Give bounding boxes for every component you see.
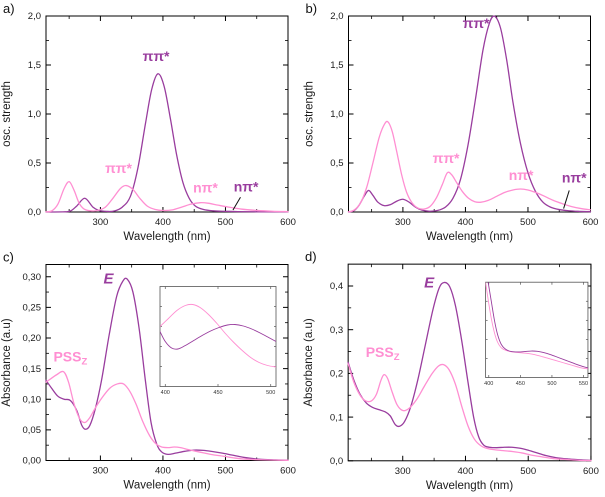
- y-tick-label: 0,05: [23, 425, 42, 436]
- x-tick-label: 500: [218, 217, 234, 228]
- x-axis-label: Wavelength (nm): [123, 231, 210, 243]
- panel-d-inset-series-PSSZ-curve: [485, 282, 588, 370]
- annotation-PSSZ-d: PSSZ: [366, 344, 400, 363]
- y-tick-label: 0,0: [28, 207, 41, 218]
- y-tick-label: 0,5: [330, 158, 343, 169]
- inset-x-tick-label: 400: [161, 390, 170, 396]
- inset-x-tick-label: 500: [266, 390, 275, 396]
- panel-a-series-Z-curve: [45, 180, 289, 213]
- panel-label-c: c): [3, 250, 14, 265]
- panel-c-inset: 400 450 500: [159, 286, 277, 396]
- y-tick-label: 0,5: [28, 158, 41, 169]
- x-tick-label: 500: [520, 466, 536, 477]
- panel-c-series-PSSZ-curve: [45, 370, 289, 461]
- panel-d-series-PSSZ-curve: [347, 363, 592, 462]
- panel-c-plot: c) 300 400 500 600 0,00 0,05 0,10 0,15 0,20 0,25 0,…: [1, 250, 296, 492]
- panel-b-series-E-curve: [347, 15, 592, 213]
- panel-d-plot: d) 300 400 500 600 0,0 0,1 0,2 0,3 0,4 Absorbance …: [303, 249, 599, 492]
- y-tick-label: 0,4: [330, 281, 344, 292]
- y-tick-label: 1,5: [28, 60, 41, 71]
- y-axis-label: Absorbance (a.u): [303, 318, 315, 407]
- panel-d: d) 300 400 500 600 0,0 0,1 0,2 0,3 0,4 Absorbance …: [302, 248, 605, 497]
- x-tick-label: 400: [155, 217, 171, 228]
- annotation-ππ*-b: ππ*: [463, 15, 490, 31]
- annotation-leader-line: [563, 190, 570, 209]
- y-tick-label: 0,2: [330, 369, 343, 380]
- x-tick-label: 400: [155, 466, 171, 477]
- y-tick-label: 0,0: [330, 207, 343, 218]
- x-tick-label: 500: [520, 217, 536, 228]
- panel-c-inset-series-PSSZ-curve: [160, 303, 276, 368]
- annotation-leader-line: [232, 197, 241, 211]
- axes-frame: [45, 264, 289, 461]
- panel-label-a: a): [3, 1, 15, 16]
- panel-b: b) 300 400 500 600 0,0 0,5 1,0 1,5 2,0 osc. streng…: [302, 0, 605, 248]
- x-tick-label: 300: [395, 217, 411, 228]
- y-axis-label: osc. strength: [1, 81, 13, 147]
- panel-b-plot: b) 300 400 500 600 0,0 0,5 1,0 1,5 2,0 osc. streng…: [304, 1, 599, 243]
- y-tick-label: 2,0: [28, 11, 41, 22]
- inset-x-tick-label: 500: [547, 381, 556, 387]
- annotation-PSSZ-c: PSSZ: [53, 348, 87, 367]
- x-tick-label: 400: [458, 217, 474, 228]
- panel-label-d: d): [305, 249, 317, 264]
- axes-frame: [348, 15, 591, 213]
- axes-ticks: 300 400 500 600 0,0 0,5 1,0 1,5 2,0: [28, 11, 296, 228]
- panel-a-plot: a) 300 400 500 600 0,0 0,5 1,0 1,5 2,0 osc. streng…: [1, 1, 296, 243]
- annotation-ππ*-b: ππ*: [433, 150, 460, 166]
- annotation-nπ*-b: nπ*: [562, 170, 587, 186]
- y-tick-label: 0,10: [23, 394, 42, 405]
- axes-ticks: 300 400 500 600 0,0 0,1 0,2 0,3 0,4: [330, 264, 599, 477]
- panel-label-b: b): [306, 1, 318, 16]
- y-tick-label: 0,30: [23, 272, 42, 283]
- panel-c: c) 300 400 500 600 0,00 0,05 0,10 0,15 0,20 0,25 0,…: [0, 248, 302, 497]
- x-tick-label: 400: [458, 466, 474, 477]
- x-tick-label: 300: [92, 217, 108, 228]
- inset-x-tick-label: 550: [579, 381, 588, 387]
- y-tick-label: 0,1: [330, 412, 343, 423]
- x-axis-label: Wavelength (nm): [426, 480, 513, 492]
- x-tick-label: 300: [92, 466, 108, 477]
- panel-d-inset: 400 450 500 550: [484, 281, 589, 387]
- x-tick-label: 600: [280, 466, 296, 477]
- inset-x-tick-label: 450: [213, 390, 222, 396]
- panel-b-series-Z-curve: [347, 120, 592, 213]
- y-tick-label: 1,0: [330, 109, 343, 120]
- x-tick-label: 600: [280, 217, 296, 228]
- x-tick-label: 500: [218, 466, 234, 477]
- x-axis-label: Wavelength (nm): [123, 480, 210, 492]
- y-axis-label: Absorbance (a.u): [1, 318, 13, 406]
- panel-d-inset-series-E-curve: [487, 282, 588, 369]
- annotation-ππ*-a: ππ*: [143, 48, 170, 64]
- axes-ticks: 300 400 500 600 0,00 0,05 0,10 0,15 0,20 0,25 0,30: [23, 264, 296, 477]
- panel-d-series-E-curve: [347, 281, 592, 462]
- x-tick-label: 600: [583, 217, 599, 228]
- annotation-nπ*-a: nπ*: [234, 178, 259, 194]
- y-tick-label: 0,3: [330, 325, 343, 336]
- y-tick-label: 0,20: [23, 333, 42, 344]
- panel-a: a) 300 400 500 600 0,0 0,5 1,0 1,5 2,0 osc. streng…: [0, 0, 302, 248]
- inset-x-tick-label: 450: [516, 381, 525, 387]
- inset-x-tick-label: 400: [484, 381, 493, 387]
- x-axis-label: Wavelength (nm): [426, 231, 513, 243]
- panel-c-inset-series-E-curve: [160, 323, 276, 350]
- y-tick-label: 0,00: [23, 456, 42, 467]
- y-tick-label: 0,25: [23, 303, 42, 314]
- x-tick-label: 300: [395, 466, 411, 477]
- y-tick-label: 2,0: [330, 11, 343, 22]
- annotation-nπ*-a: nπ*: [193, 179, 218, 195]
- annotation-ππ*-a: ππ*: [105, 160, 132, 176]
- y-tick-label: 0,0: [330, 456, 343, 467]
- y-tick-label: 0,15: [23, 364, 42, 375]
- y-axis-label: osc. strength: [304, 81, 316, 147]
- annotation-E-c: E: [104, 270, 115, 287]
- y-tick-label: 1,0: [28, 109, 41, 120]
- annotation-E-d: E: [424, 274, 435, 291]
- x-tick-label: 600: [583, 466, 599, 477]
- axes-ticks: 300 400 500 600 0,0 0,5 1,0 1,5 2,0: [330, 11, 598, 228]
- y-tick-label: 1,5: [330, 60, 343, 71]
- panel-a-series-E-curve: [45, 73, 289, 213]
- annotation-nπ*-b: nπ*: [509, 167, 534, 183]
